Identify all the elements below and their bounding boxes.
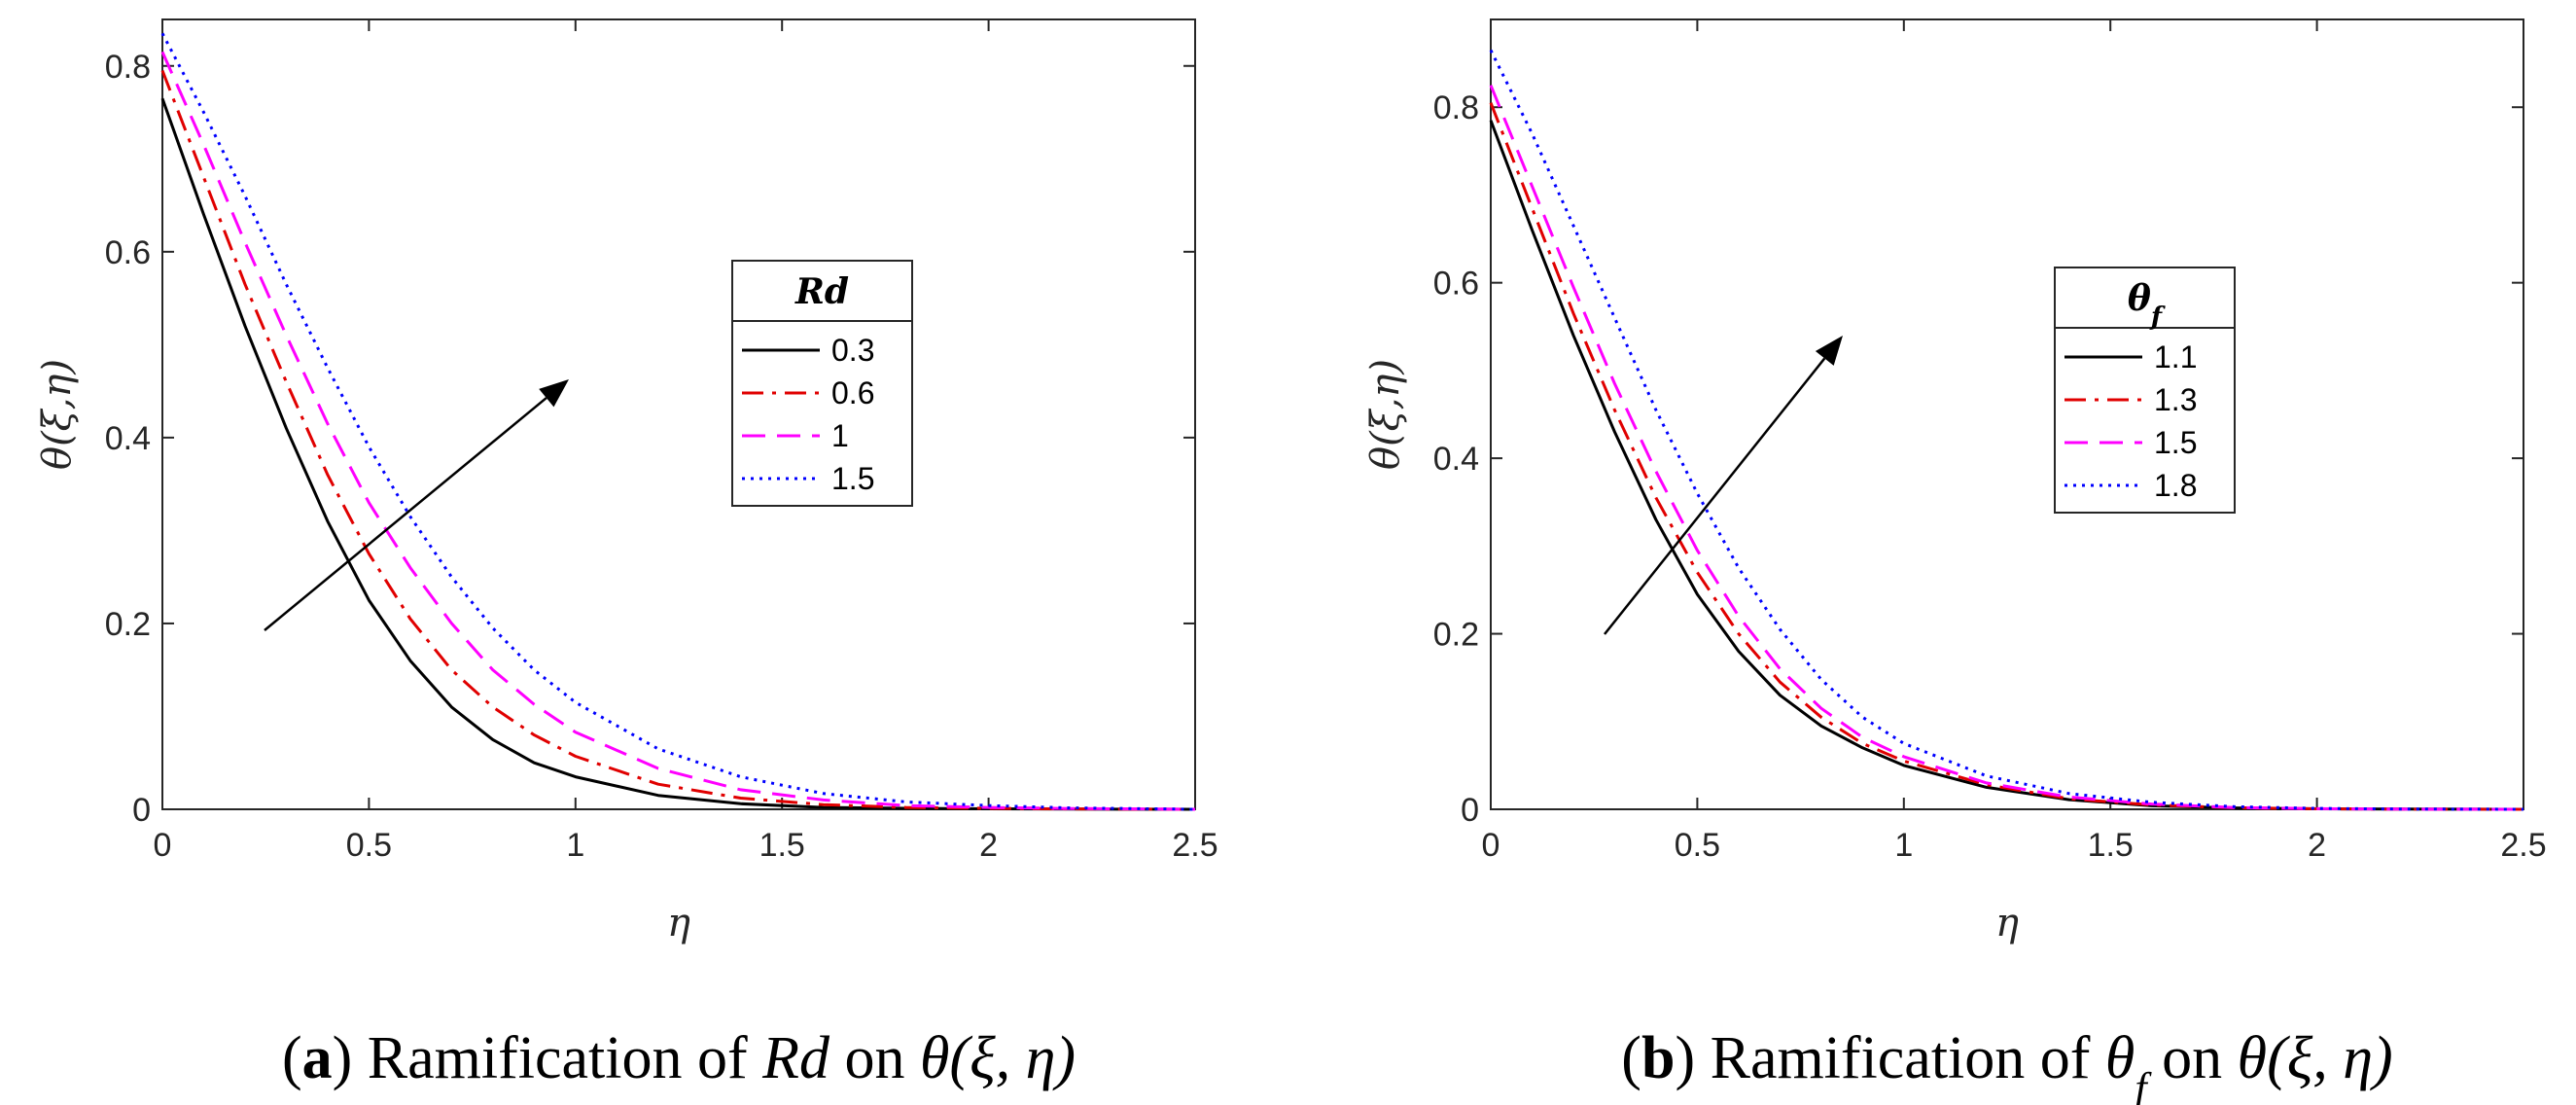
caption-letter: a: [302, 1025, 333, 1091]
caption-letter: b: [1641, 1025, 1675, 1091]
y-tick-label: 0.6: [1433, 266, 1479, 303]
caption-a: (a) Ramification of Rd on θ(ξ, η): [282, 1025, 1076, 1091]
caption-mid: on: [2147, 1025, 2238, 1091]
x-axis-label: η: [1995, 901, 2019, 945]
caption-func: θ(ξ, η): [2238, 1025, 2393, 1091]
chart-theta-f: 0 0.5 1 1.5 2 2.500.20.40.60.8ηθ(ξ,η)θf1.11.3…: [1363, 18, 2547, 945]
caption-var: θ: [2105, 1025, 2135, 1091]
x-tick-label: 2: [979, 827, 998, 864]
captions: (a) Ramification of Rd on θ(ξ, η) (b) Ram…: [282, 1025, 2393, 1105]
legend-label-1: 0.6: [831, 375, 874, 410]
series-line-2: [160, 51, 1196, 811]
legend-box: [731, 260, 913, 507]
y-tick-label: 0.4: [1433, 441, 1479, 478]
caption-mid: on: [829, 1025, 920, 1091]
legend-label-3: 1.8: [2154, 468, 2197, 503]
caption-func: θ(ξ, η): [920, 1025, 1076, 1091]
plot-area: [161, 18, 1196, 810]
x-tick-label: 1: [566, 827, 584, 864]
y-tick-label: 0.6: [105, 234, 151, 271]
trend-arrow-shaft: [264, 397, 547, 631]
caption-b: (b) Ramification of θf on θ(ξ, η): [1621, 1025, 2392, 1105]
y-tick-label: 0.8: [1433, 89, 1479, 126]
y-tick-label: 0.4: [105, 420, 151, 457]
x-tick-label: 2.5: [2500, 827, 2546, 864]
legend-label-1: 1.3: [2154, 382, 2197, 417]
y-tick-label: 0: [1461, 792, 1479, 829]
x-tick-label: 1.5: [759, 827, 805, 864]
caption-paren-open: (: [1621, 1025, 1641, 1091]
series-line-1: [1489, 102, 2524, 811]
x-tick-label: 0.5: [346, 827, 392, 864]
legend-label-0: 0.3: [831, 333, 874, 368]
caption-text: ) Ramification of: [333, 1025, 762, 1091]
y-tick-label: 0: [132, 792, 151, 829]
trend-arrow-head: [1815, 336, 1843, 366]
y-tick-label: 0.8: [105, 49, 151, 86]
y-tick-label: 0.2: [105, 606, 151, 643]
legend-title: Rd: [794, 271, 849, 312]
series-line-3: [160, 32, 1196, 811]
series-line-1: [160, 69, 1196, 811]
legend-label-0: 1.1: [2154, 339, 2197, 374]
y-axis-label: θ(ξ,η): [35, 359, 80, 470]
x-tick-label: 1.5: [2088, 827, 2134, 864]
y-tick-label: 0.2: [1433, 617, 1479, 654]
trend-arrow-shaft: [1604, 357, 1826, 635]
series-line-2: [1489, 85, 2524, 811]
chart-rd: 0 0.5 1 1.5 2 2.5 0 0.2 0.4 0.6 0.8 η θ(ξ,η) Rd 0.3 0.6…: [35, 18, 1218, 945]
y-axis-label: θ(ξ,η): [1363, 359, 1408, 470]
x-tick-label: 0: [1482, 827, 1500, 864]
x-tick-label: 0.5: [1675, 827, 1720, 864]
x-tick-label: 2: [2308, 827, 2326, 864]
trend-arrow-head: [539, 379, 569, 408]
plot-area: [1490, 18, 2524, 810]
x-tick-label: 0: [154, 827, 172, 864]
legend-label-2: 1.5: [2154, 425, 2197, 460]
legend-label-2: 1: [831, 418, 849, 453]
caption-var: Rd: [761, 1025, 830, 1091]
legend-box: [2054, 267, 2236, 514]
legend-label-3: 1.5: [831, 461, 874, 496]
x-axis-label: η: [667, 901, 690, 945]
x-tick-label: 1: [1894, 827, 1913, 864]
caption-text: ) Ramification of: [1675, 1025, 2104, 1091]
legend-title-subscript: f: [2149, 303, 2166, 332]
caption-paren-open: (: [282, 1025, 302, 1091]
x-tick-label: 2.5: [1172, 827, 1217, 864]
